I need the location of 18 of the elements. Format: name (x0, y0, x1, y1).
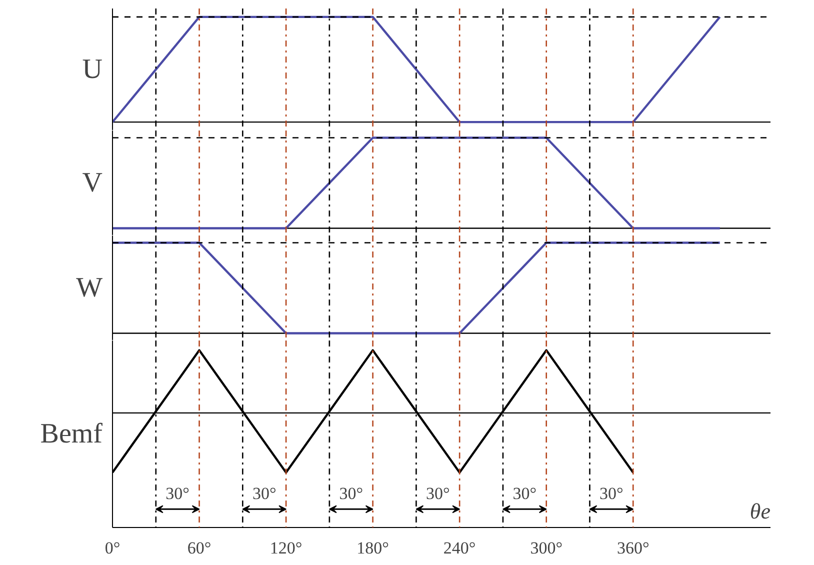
x-tick-label: 360° (616, 538, 650, 558)
x-tick-label: 180° (356, 538, 389, 558)
text: 30° (512, 484, 537, 504)
x-tick-label: 240° (443, 538, 476, 558)
text: 30° (339, 484, 364, 504)
y-axis-title: U (82, 54, 103, 85)
y-axis-title: W (76, 272, 104, 304)
x-tick-label: 300° (530, 538, 563, 558)
text: 30° (600, 484, 624, 504)
x-axis-title: θe (750, 498, 771, 524)
text: 30° (252, 484, 276, 504)
y-axis-title: Bemf (40, 418, 104, 450)
x-tick-label: 0° (104, 538, 120, 558)
text: 30° (426, 484, 450, 504)
y-axis-title: V (82, 168, 103, 198)
x-tick-label: 120° (270, 538, 302, 558)
text: 30° (166, 484, 190, 504)
x-tick-label: 60° (187, 538, 212, 558)
